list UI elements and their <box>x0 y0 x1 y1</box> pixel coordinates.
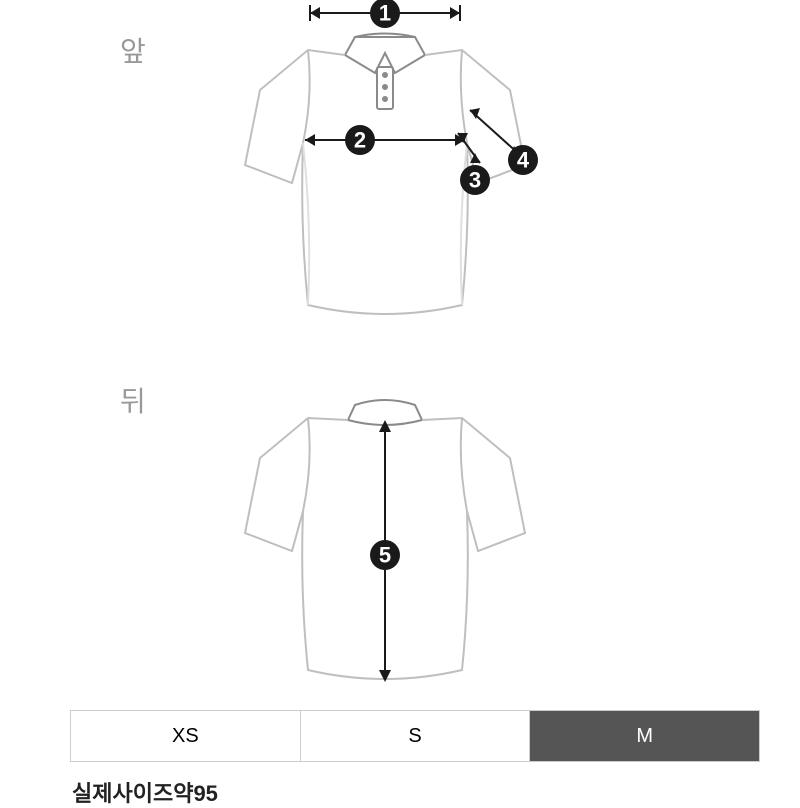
shirt-front-diagram: 1 2 3 4 <box>200 0 570 345</box>
marker-1-label: 1 <box>379 1 391 26</box>
shirt-back-diagram: 5 <box>200 380 570 700</box>
size-option-m[interactable]: M <box>530 711 759 761</box>
size-option-s[interactable]: S <box>301 711 531 761</box>
marker-5-label: 5 <box>379 543 391 568</box>
collar-icon <box>345 34 425 110</box>
marker-3-label: 3 <box>469 168 481 193</box>
measure-3-arrow <box>458 133 480 163</box>
size-selector: XS S M <box>70 710 760 762</box>
marker-2-label: 2 <box>354 128 366 153</box>
measure-2-arrow <box>305 134 465 146</box>
back-label: 뒤 <box>120 380 146 420</box>
actual-size-note: 실제사이즈약95 <box>72 776 218 808</box>
front-label: 앞 <box>120 30 146 70</box>
size-option-xs[interactable]: XS <box>71 711 301 761</box>
marker-4-label: 4 <box>517 148 530 173</box>
